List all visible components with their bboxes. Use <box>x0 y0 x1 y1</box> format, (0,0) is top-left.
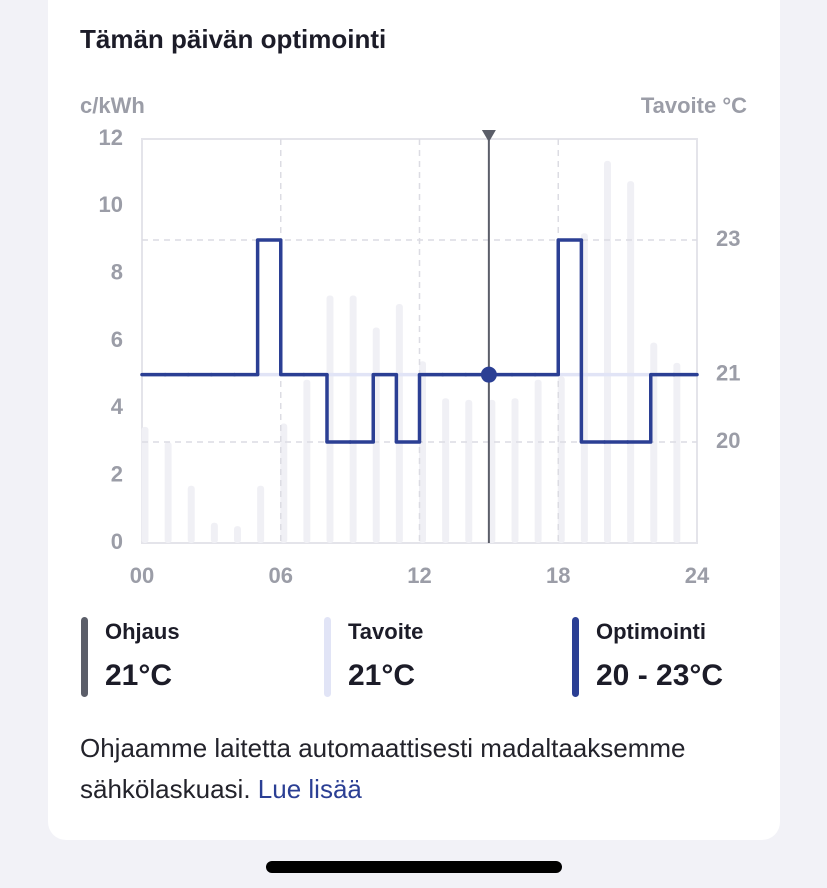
x-tick-label: 12 <box>407 563 431 588</box>
price-bar <box>465 399 473 543</box>
legend-name: Ohjaus <box>105 619 180 644</box>
price-bar <box>557 376 565 543</box>
footer-text: Ohjaamme laitetta automaattisesti madalt… <box>80 728 720 810</box>
price-bar <box>210 522 218 543</box>
legend-value: 21°C <box>105 659 172 692</box>
legend-swatch <box>324 617 331 697</box>
y-tick-label: 10 <box>99 192 123 217</box>
x-tick-label: 00 <box>130 563 154 588</box>
price-bar <box>349 295 357 543</box>
y2-tick-label: 21 <box>716 360 740 385</box>
x-tick-label: 24 <box>685 563 710 588</box>
y2-tick-label: 20 <box>716 428 740 453</box>
price-bar <box>141 426 149 543</box>
price-bar <box>534 379 542 543</box>
price-bar <box>673 362 681 543</box>
y-axis-label: c/kWh <box>80 93 145 118</box>
price-bar <box>627 181 635 544</box>
legend-name: Tavoite <box>348 619 423 644</box>
price-bar <box>280 423 288 543</box>
price-bar <box>303 379 311 543</box>
x-tick-label: 18 <box>546 563 570 588</box>
legend-value: 20 - 23°C <box>596 659 723 692</box>
legend-swatch <box>81 617 88 697</box>
price-bar <box>326 295 334 543</box>
now-dot <box>480 366 497 383</box>
y2-axis-label: Tavoite °C <box>641 93 747 118</box>
y-tick-label: 8 <box>111 259 123 284</box>
price-bar <box>488 399 496 543</box>
card <box>48 0 780 840</box>
price-bar <box>234 526 241 543</box>
price-bar <box>442 398 450 543</box>
y-tick-label: 12 <box>99 125 123 150</box>
price-bar <box>511 398 519 543</box>
footer-body: Ohjaamme laitetta automaattisesti madalt… <box>80 733 686 804</box>
legend-swatch <box>572 617 579 697</box>
price-bar <box>187 485 195 543</box>
x-tick-label: 06 <box>269 563 293 588</box>
legend-value: 21°C <box>348 659 415 692</box>
now-marker-arrow <box>481 130 496 142</box>
y-tick-label: 6 <box>111 327 123 352</box>
y-tick-label: 0 <box>111 529 123 554</box>
y-tick-label: 4 <box>111 394 124 419</box>
y-tick-label: 2 <box>111 461 123 486</box>
legend-name: Optimointi <box>596 619 706 644</box>
read-more-link[interactable]: Lue lisää <box>257 774 362 804</box>
y2-tick-label: 23 <box>716 226 740 251</box>
price-bar <box>395 303 403 543</box>
price-bar <box>257 485 265 543</box>
price-bar <box>604 160 611 543</box>
home-indicator <box>266 861 562 873</box>
card-title: Tämän päivän optimointi <box>80 24 386 54</box>
price-bar <box>164 442 172 543</box>
